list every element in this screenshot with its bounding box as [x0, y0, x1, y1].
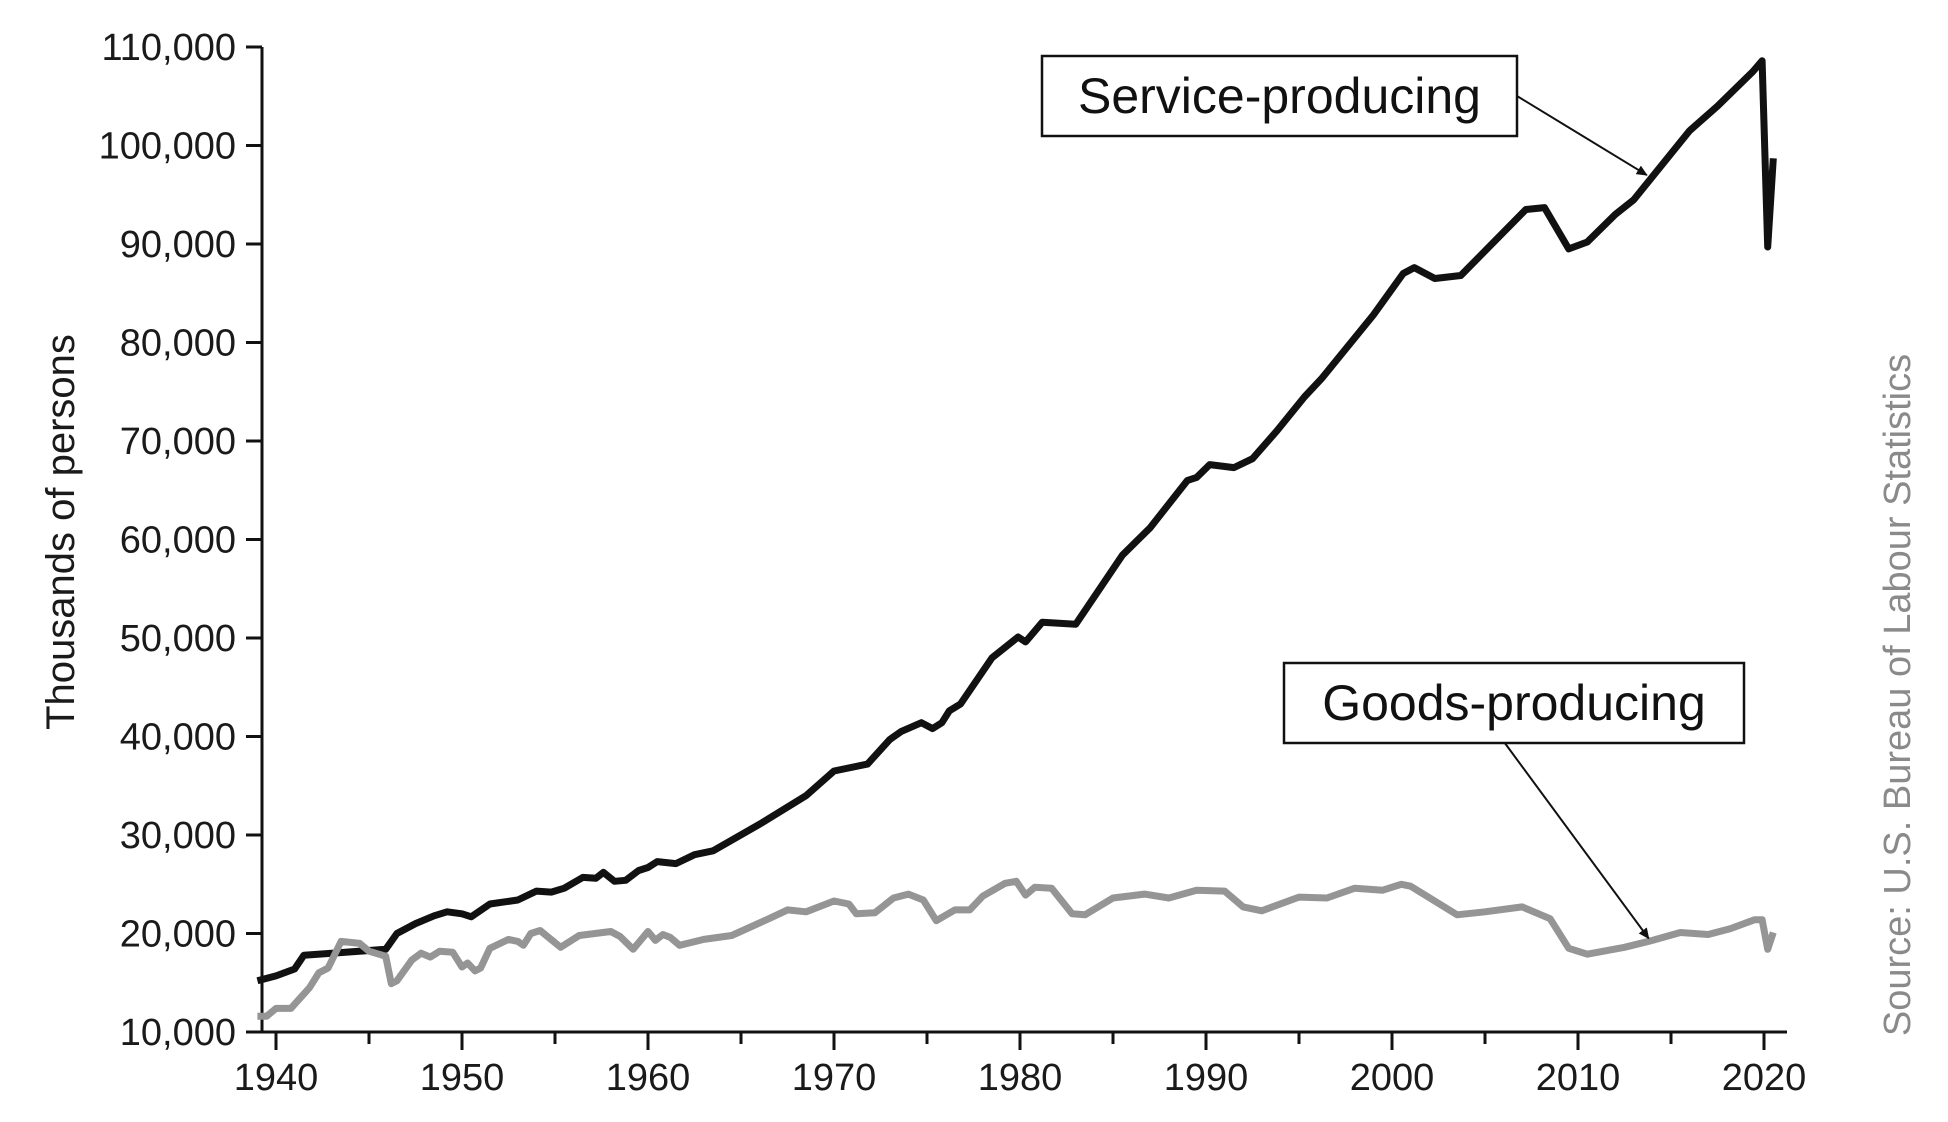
y-tick-label: 50,000 [120, 618, 236, 660]
y-tick-label: 90,000 [120, 224, 236, 266]
y-tick-label: 10,000 [120, 1012, 236, 1054]
x-axis: 1940 1950 1960 1970 1980 1990 2000 2010 2020 [234, 1030, 1807, 1099]
y-axis: 10,000 20,000 30,000 40,000 50,000 60,000 70,0… [99, 27, 264, 1054]
source-note: Source: U.S. Bureau of Labour Statistics [1877, 354, 1919, 1036]
x-tick-label: 1980 [978, 1057, 1063, 1099]
series-line-service-producing [256, 57, 1777, 985]
x-tick-label: 2020 [1722, 1057, 1807, 1099]
y-tick-label: 70,000 [120, 421, 236, 463]
series-layer [256, 57, 1777, 1020]
callout-label: Goods-producing [1322, 675, 1706, 731]
callout-arrow [1503, 742, 1650, 940]
x-tick-label: 1960 [606, 1057, 691, 1099]
y-tick-label: 30,000 [120, 815, 236, 857]
y-tick-label: 110,000 [101, 27, 236, 69]
y-axis-title: Thousands of persons [39, 334, 83, 730]
x-tick-label: 2000 [1350, 1057, 1435, 1099]
x-tick-label: 1970 [792, 1057, 877, 1099]
x-tick-label: 1950 [420, 1057, 505, 1099]
y-tick-label: 20,000 [120, 914, 236, 956]
x-tick-label: 2010 [1536, 1057, 1621, 1099]
callout-arrow [1516, 95, 1648, 176]
y-tick-label: 80,000 [120, 323, 236, 365]
series-line-goods-producing [257, 877, 1777, 1020]
x-tick-label: 1990 [1164, 1057, 1249, 1099]
callout-goods-producing: Goods-producing [1282, 661, 1746, 940]
callout-box [1282, 661, 1746, 745]
annotation-layer: Service-producing Goods-producing [1040, 54, 1746, 940]
x-tick-label: 1940 [234, 1057, 319, 1099]
callout-box [1040, 54, 1519, 138]
y-tick-label: 100,000 [99, 126, 236, 168]
callout-label: Service-producing [1078, 68, 1481, 124]
y-tick-label: 40,000 [120, 717, 236, 759]
y-tick-label: 60,000 [120, 520, 236, 562]
callout-service-producing: Service-producing [1040, 54, 1648, 176]
